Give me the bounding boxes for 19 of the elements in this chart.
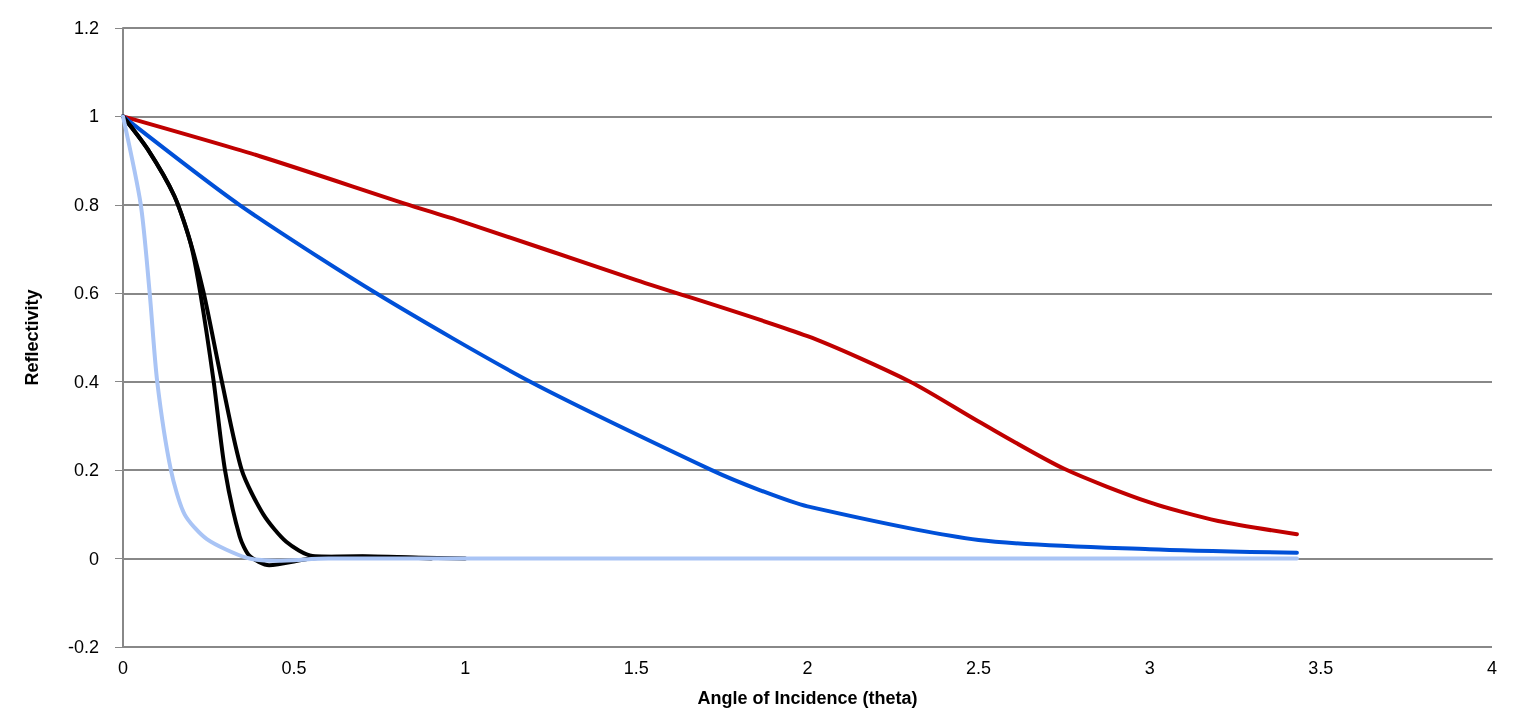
x-axis-title: Angle of Incidence (theta) [697,688,918,708]
x-tick-label: 0 [117,658,129,678]
y-tick-label: 0.2 [73,460,99,481]
y-tick-label: 0 [88,548,99,569]
x-tick-label: 1.5 [623,658,649,678]
x-tick-label: 3 [1144,658,1155,678]
x-tick-label: 1 [460,658,471,678]
x-tick-label: 3.5 [1308,658,1334,678]
x-tick-label: 2 [802,658,813,678]
y-tick-label: -0.2 [67,637,99,657]
y-tick-label: 1.2 [73,18,99,38]
y-tick-label: 0.8 [73,194,99,215]
y-tick-label: 0.6 [73,283,99,304]
y-tick-label: 0.4 [73,371,99,392]
x-tick-label: 2.5 [966,658,992,678]
y-tick-label: 1 [88,106,99,127]
x-tick-label: 4 [1486,658,1498,678]
y-axis-title: Reflectivity [22,289,42,386]
x-tick-label: 0.5 [281,658,307,678]
